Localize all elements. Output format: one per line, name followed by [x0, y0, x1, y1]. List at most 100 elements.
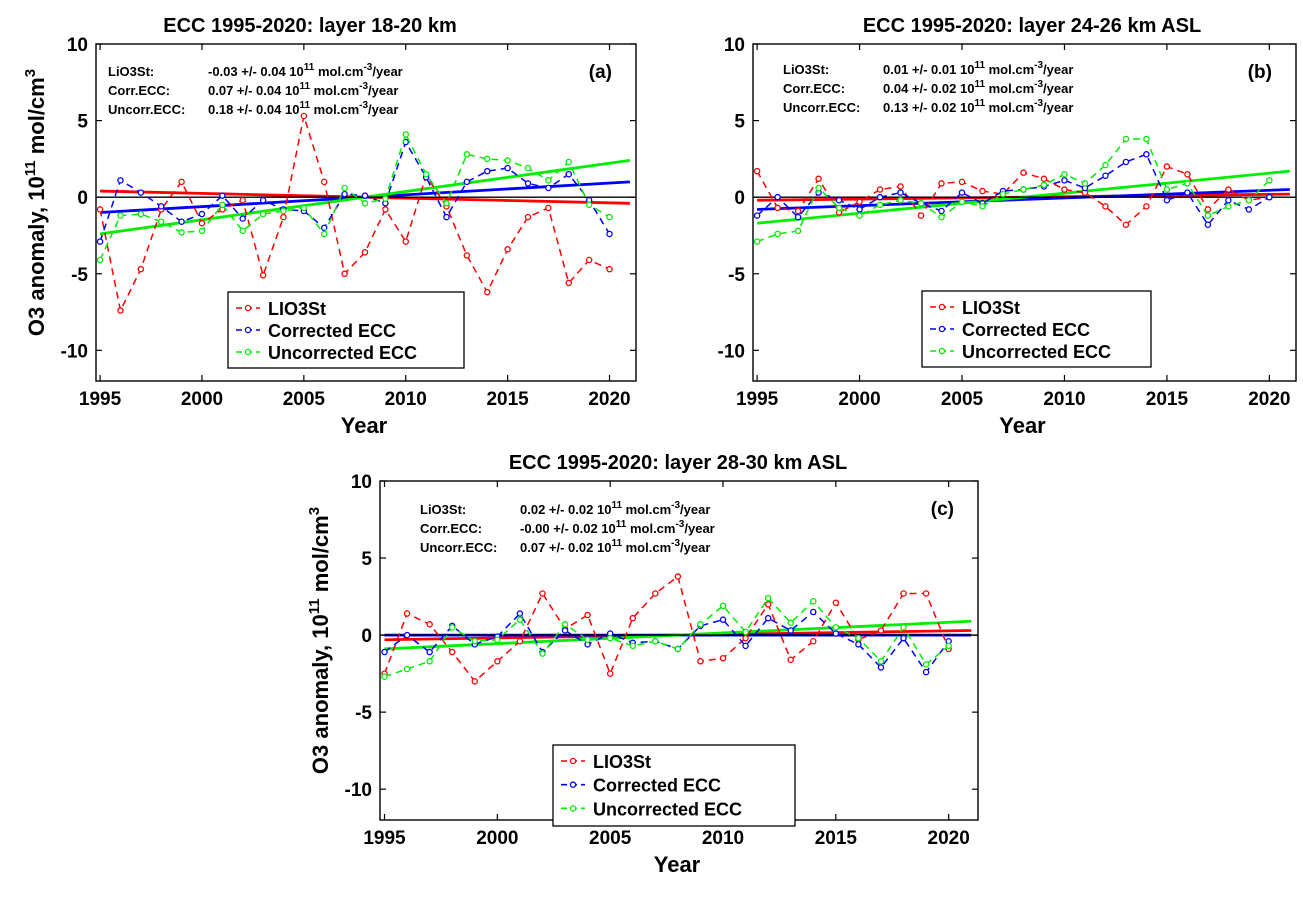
x-tick-label: 1995 [363, 828, 406, 849]
panel-c: ECC 1995-2020: layer 28-30 km ASL 10 5 0 -5 -… [306, 452, 979, 877]
point-lio3st [1040, 175, 1048, 183]
stat-value-per: /year [684, 521, 714, 536]
point-uncorrected-ecc [917, 200, 925, 207]
stat-value-unit-sup: -3 [1034, 98, 1043, 109]
point-lio3st [877, 627, 885, 634]
point-corrected-ecc [483, 167, 491, 175]
stat-name: Uncorr.ECC: [420, 540, 497, 555]
point-uncorrected-ecc [471, 638, 479, 645]
point-corrected-ecc [219, 192, 226, 199]
y-tick-label: 5 [361, 549, 372, 570]
point-lio3st [897, 183, 904, 190]
legend-box [552, 744, 796, 827]
legend-entry-corrected-ecc: Corrected ECC [962, 320, 1090, 340]
point-corrected-ecc [157, 203, 165, 210]
point-lio3st [239, 196, 246, 204]
point-corrected-ecc [545, 184, 552, 192]
point-lio3st [1102, 203, 1109, 210]
point-uncorrected-ecc [403, 665, 411, 673]
point-lio3st [938, 180, 945, 187]
point-uncorrected-ecc [300, 204, 308, 212]
legend-entry-uncorrected-ecc: Uncorrected ECC [962, 342, 1111, 362]
point-lio3st [979, 187, 986, 195]
stat-value: 0.07 +/- 0.02 1011 mol.cm-3/year [520, 538, 710, 555]
y-tick-label: -5 [355, 703, 372, 724]
stat-name: Uncorr.ECC: [783, 100, 860, 115]
stat-value-sup: 11 [616, 519, 627, 530]
point-lio3st [565, 279, 573, 287]
point-uncorrected-ecc [584, 636, 591, 643]
x-tick-label: 2015 [486, 389, 529, 410]
stat-value-main: 0.07 +/- 0.02 10 [520, 540, 611, 555]
point-lio3st [787, 656, 794, 663]
y-axis-label: O3 anomaly, 1011 mol/cm3 [306, 507, 333, 774]
legend-entry-uncorrected-ecc: Uncorrected ECC [268, 343, 417, 363]
y-tick-label: -10 [718, 341, 745, 362]
point-lio3st [403, 610, 411, 617]
point-corrected-ecc [606, 230, 613, 238]
point-corrected-ecc [239, 215, 246, 222]
point-uncorrected-ecc [652, 638, 659, 645]
stat-value: 0.01 +/- 0.01 1011 mol.cm-3/year [883, 60, 1073, 77]
point-uncorrected-ecc [545, 177, 552, 184]
y-tick-label: 10 [724, 35, 745, 56]
x-tick-label: 2000 [476, 828, 518, 849]
stat-value-unit: mol.cm [626, 521, 675, 536]
point-lio3st [584, 611, 591, 619]
stat-value-per: /year [372, 64, 402, 79]
point-uncorrected-ecc [900, 624, 907, 631]
point-uncorrected-ecc [810, 597, 817, 605]
y-tick-label: 10 [351, 472, 372, 493]
point-uncorrected-ecc [96, 256, 104, 264]
point-corrected-ecc [1143, 151, 1150, 158]
stat-value-unit: mol.cm [985, 62, 1034, 77]
stat-value-unit: mol.cm [622, 540, 671, 555]
stat-value-sup: 11 [299, 81, 310, 92]
stat-value-main: 0.13 +/- 0.02 10 [883, 100, 974, 115]
trend-line-corrected-ecc [757, 188, 1290, 211]
point-corrected-ecc [719, 616, 727, 623]
point-uncorrected-ecc [1225, 203, 1232, 210]
point-lio3st [545, 204, 552, 212]
point-corrected-ecc [787, 627, 794, 634]
stat-value-main: 0.04 +/- 0.02 10 [883, 81, 974, 96]
point-corrected-ecc [1204, 221, 1212, 229]
point-lio3st [137, 265, 145, 273]
stat-value-per: /year [1043, 62, 1073, 77]
y-tick-label: 0 [77, 188, 88, 209]
point-corrected-ecc [381, 648, 388, 656]
point-uncorrected-ecc [426, 658, 433, 665]
point-lio3st [448, 648, 456, 656]
stat-value-sup: 11 [304, 62, 315, 73]
point-uncorrected-ecc [855, 634, 862, 642]
point-uncorrected-ecc [198, 227, 206, 235]
point-corrected-ecc [774, 193, 781, 201]
legend-marker-lio3st [938, 303, 946, 311]
point-uncorrected-ecc [697, 621, 704, 628]
point-uncorrected-ecc [178, 229, 185, 236]
point-uncorrected-ecc [719, 602, 727, 610]
point-lio3st [1184, 170, 1191, 178]
stat-value-per: /year [368, 83, 398, 98]
point-lio3st [719, 654, 727, 662]
point-lio3st [606, 670, 614, 677]
point-uncorrected-ecc [1204, 212, 1212, 219]
point-lio3st [652, 590, 659, 597]
point-corrected-ecc [426, 648, 433, 656]
point-uncorrected-ecc [381, 673, 388, 680]
point-uncorrected-ecc [219, 201, 226, 209]
legend: LIO3St Corrected ECC Uncorrected ECC [552, 744, 796, 827]
point-lio3st [382, 206, 389, 213]
point-uncorrected-ecc [259, 210, 267, 218]
stat-value-unit-sup: -3 [359, 81, 368, 92]
point-uncorrected-ecc [606, 634, 614, 642]
point-corrected-ecc [565, 170, 573, 178]
series-line-uncorrected-ecc [99, 132, 610, 261]
x-tick-label: 1995 [736, 389, 779, 410]
point-uncorrected-ecc [1081, 180, 1089, 187]
point-uncorrected-ecc [239, 227, 246, 235]
y-axis-label-unit-sup: 3 [22, 69, 39, 77]
point-uncorrected-ecc [764, 594, 772, 602]
point-lio3st [1163, 163, 1171, 170]
legend-entry-lio3st: LIO3St [268, 299, 326, 319]
